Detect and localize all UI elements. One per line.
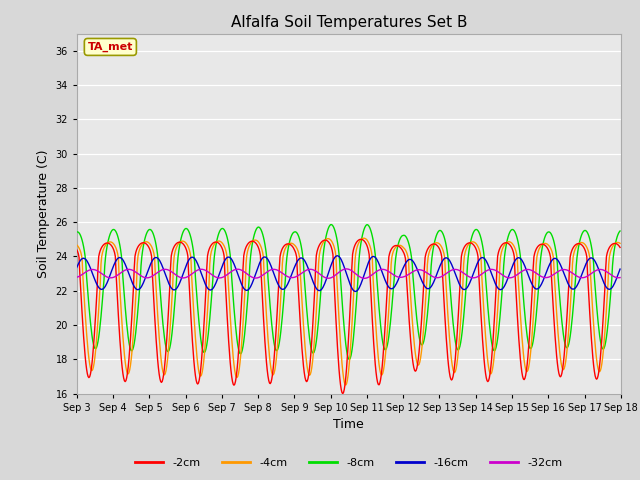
Y-axis label: Soil Temperature (C): Soil Temperature (C) [36, 149, 50, 278]
Text: TA_met: TA_met [88, 42, 133, 52]
X-axis label: Time: Time [333, 418, 364, 431]
Title: Alfalfa Soil Temperatures Set B: Alfalfa Soil Temperatures Set B [230, 15, 467, 30]
Legend: -2cm, -4cm, -8cm, -16cm, -32cm: -2cm, -4cm, -8cm, -16cm, -32cm [131, 453, 566, 472]
